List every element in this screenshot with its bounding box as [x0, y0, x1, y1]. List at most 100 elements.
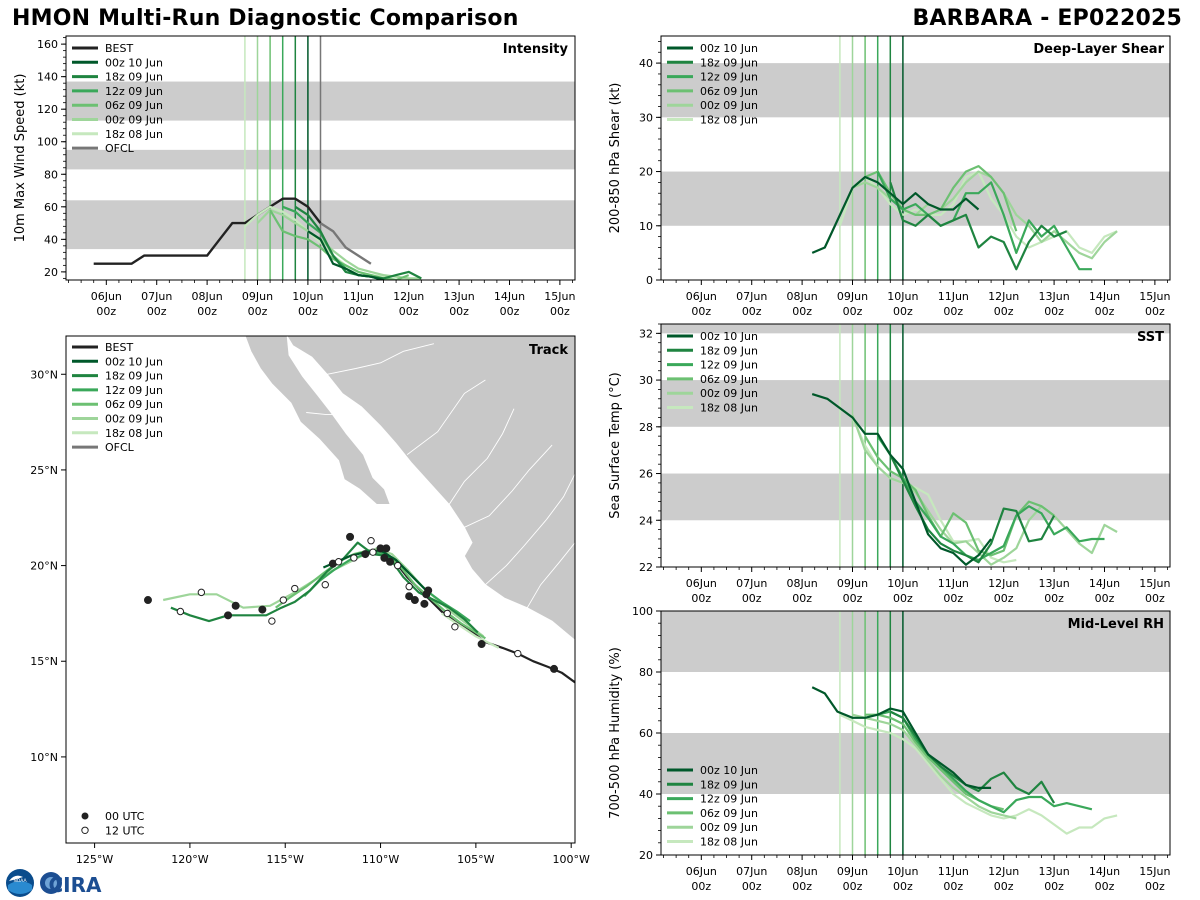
x-tick-hour: 00z — [197, 305, 217, 318]
legend-label-18z-09-jun: 18z 09 Jun — [700, 778, 758, 791]
x-tick-hour: 00z — [994, 592, 1014, 605]
x-tick-hour: 00z — [147, 305, 167, 318]
x-tick-label: 100°W — [552, 853, 589, 866]
x-tick-hour: 00z — [550, 305, 570, 318]
x-tick-date: 10Jun — [887, 290, 918, 303]
noaa-logo-text: NOAA — [13, 878, 27, 884]
state-border-3 — [448, 408, 515, 505]
panel-title: Mid-Level RH — [1068, 617, 1164, 632]
x-tick-hour: 00z — [843, 305, 863, 318]
marker-00utc — [477, 640, 486, 649]
y-tick-label: 60 — [639, 727, 653, 740]
marker-00utc — [231, 601, 240, 610]
y-tick-label: 100 — [37, 136, 58, 149]
y-tick-label: 30 — [639, 111, 653, 124]
x-tick-hour: 00z — [792, 592, 812, 605]
legend-label-00z-10-jun: 00z 10 Jun — [700, 330, 758, 343]
legend-label-00z-09-jun: 00z 09 Jun — [700, 821, 758, 834]
x-tick-hour: 00z — [943, 592, 963, 605]
legend-label-00z-10-jun: 00z 10 Jun — [105, 355, 163, 368]
marker-12utc — [369, 548, 377, 556]
marker-00utc — [420, 599, 429, 608]
legend-label-00z-10-jun: 00z 10 Jun — [700, 42, 758, 55]
x-tick-hour: 00z — [691, 880, 711, 893]
x-tick-hour: 00z — [742, 592, 762, 605]
series-group-sst — [811, 393, 1118, 566]
legend-label-18z-09-jun: 18z 09 Jun — [105, 370, 163, 383]
legend-label-18z-09-jun: 18z 09 Jun — [105, 71, 163, 84]
track-line-00z-09-jun — [162, 547, 485, 638]
x-tick-date: 11Jun — [938, 290, 969, 303]
x-tick-date: 15Jun — [1139, 290, 1170, 303]
marker-00utc — [405, 592, 414, 601]
series-group-rh — [811, 686, 1118, 835]
state-border-2 — [485, 519, 547, 586]
legend-label-00z-09-jun: 00z 09 Jun — [700, 387, 758, 400]
x-tick-hour: 00z — [1095, 592, 1115, 605]
land-baja — [244, 336, 391, 505]
legend-label-18z-08-jun: 18z 08 Jun — [700, 836, 758, 849]
land-mainland — [286, 336, 575, 641]
cira-logo-text: CIRA — [49, 873, 103, 897]
threshold-band-0 — [661, 171, 1170, 226]
marker-00utc — [224, 611, 233, 620]
marker-12utc — [291, 584, 299, 593]
legend-label-18z-09-jun: 18z 09 Jun — [700, 56, 758, 69]
legend-label-18z-08-jun: 18z 08 Jun — [105, 128, 163, 141]
x-tick-hour: 00z — [1095, 880, 1115, 893]
x-tick-hour: 00z — [1044, 305, 1064, 318]
x-tick-date: 08Jun — [787, 290, 818, 303]
chart-rh: 20 40 60 80 100 06Jun 00z 07Jun 00z 08Jun 00z 09Jun… — [608, 605, 1171, 893]
y-tick-label: 15°N — [30, 655, 58, 668]
series-group-shear — [811, 165, 1118, 271]
legend-label-00z-10-jun: 00z 10 Jun — [700, 764, 758, 777]
x-tick-date: 07Jun — [141, 290, 172, 303]
legend-label-12z-09-jun: 12z 09 Jun — [105, 384, 163, 397]
marker-00utc — [424, 586, 433, 595]
x-tick-hour: 00z — [691, 592, 711, 605]
x-tick-hour: 00z — [449, 305, 469, 318]
series-line-best — [93, 197, 322, 265]
x-tick-date: 14Jun — [494, 290, 525, 303]
y-tick-label: 40 — [639, 57, 653, 70]
series-group-intensity — [93, 197, 422, 280]
y-tick-label: 60 — [44, 201, 58, 214]
plot-frame — [65, 335, 576, 844]
x-tick-date: 09Jun — [837, 865, 868, 878]
marker-12utc — [405, 582, 413, 591]
x-tick-date: 14Jun — [1089, 865, 1120, 878]
panel-title: Deep-Layer Shear — [1033, 42, 1164, 57]
legend-label-12z-09-jun: 12z 09 Jun — [105, 85, 163, 98]
series-line-00z-10-jun — [811, 175, 980, 254]
marker-00utc — [258, 605, 267, 614]
y-tick-label: 20 — [44, 266, 58, 279]
x-tick-hour: 00z — [348, 305, 368, 318]
noaa-logo-icon: NOAA — [6, 869, 34, 897]
y-tick-label: 0 — [646, 274, 653, 287]
x-tick-label: 105°W — [457, 853, 494, 866]
marker-00utc — [410, 596, 419, 605]
legend-label-00z-10-jun: 00z 10 Jun — [105, 56, 163, 69]
marker-12utc — [334, 558, 343, 566]
legend-label-18z-08-jun: 18z 08 Jun — [105, 427, 163, 440]
y-tick-label: 10 — [639, 220, 653, 233]
panel-title: Intensity — [503, 42, 569, 57]
x-tick-date: 08Jun — [787, 577, 818, 590]
series-line-06z-09-jun — [864, 435, 1055, 557]
x-tick-date: 07Jun — [736, 290, 767, 303]
x-tick-hour: 00z — [843, 880, 863, 893]
map-group — [143, 336, 575, 684]
x-tick-hour: 00z — [1145, 592, 1165, 605]
y-tick-label: 120 — [37, 103, 58, 116]
y-tick-label: 25°N — [30, 464, 58, 477]
series-line-18z-08-jun — [839, 713, 1118, 835]
x-tick-date: 09Jun — [837, 290, 868, 303]
x-tick-hour: 00z — [893, 305, 913, 318]
series-line-00z-09-jun — [851, 414, 1118, 566]
y-tick-label: 30°N — [30, 368, 58, 381]
x-tick-label: 125°W — [76, 853, 113, 866]
y-tick-label: 100 — [632, 605, 653, 618]
series-line-18z-09-jun — [889, 710, 1056, 804]
threshold-band-1 — [661, 63, 1170, 118]
